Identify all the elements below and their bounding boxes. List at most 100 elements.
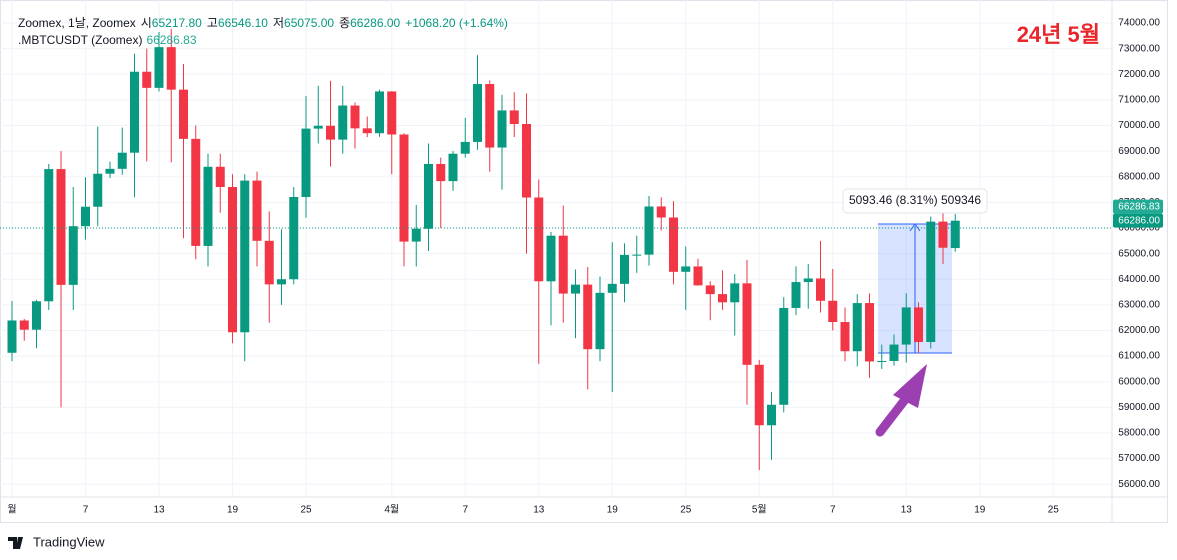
candle-body — [779, 307, 789, 405]
candle-body — [730, 283, 740, 303]
y-tick-label: 70000.00 — [1118, 120, 1160, 131]
candle-body — [889, 344, 899, 361]
candle-body — [154, 47, 164, 88]
header-part: 종 — [339, 16, 350, 30]
candle-body — [681, 266, 691, 272]
candle-body — [142, 71, 152, 88]
candle-body — [44, 169, 54, 302]
x-tick-label: 13 — [533, 505, 545, 516]
overlay-value: 66286.83 — [146, 33, 196, 47]
x-tick-label: 4월 — [384, 504, 399, 516]
y-tick-label: 66000.00 — [1118, 223, 1160, 234]
header: Zoomex, 1날, Zoomex 시65217.80 고66546.10 저650… — [18, 16, 508, 30]
candles — [7, 28, 960, 471]
candle-body — [926, 221, 936, 343]
candle-body — [644, 206, 654, 255]
price-badge — [1113, 199, 1163, 214]
candle-body — [240, 180, 250, 333]
candle-body — [754, 364, 764, 426]
header-part: 고 — [207, 16, 218, 30]
chart-frame — [0, 0, 1168, 523]
header-part: 저 — [273, 16, 284, 30]
candle-body — [497, 110, 507, 148]
candle-body — [289, 197, 299, 280]
candle-body — [81, 206, 90, 227]
candle-body — [705, 285, 715, 295]
candle-body — [473, 84, 482, 142]
candle-body — [387, 91, 397, 135]
header-part: 65217.80 — [152, 16, 202, 30]
candle-body — [816, 278, 825, 301]
candle-body — [840, 322, 850, 352]
candle-body — [534, 197, 544, 282]
y-tick-label: 64000.00 — [1118, 274, 1160, 285]
x-tick-label: 13 — [901, 505, 913, 516]
candle-body — [595, 292, 605, 350]
candle-body — [656, 206, 666, 218]
x-tick-label: 19 — [607, 505, 619, 516]
candle-body — [558, 235, 568, 294]
y-tick-label: 57000.00 — [1118, 453, 1160, 464]
x-tick-label: 25 — [1048, 505, 1060, 516]
candle-body — [620, 254, 629, 284]
candle-body — [742, 283, 752, 365]
candle-body — [375, 91, 384, 134]
candle-body — [301, 128, 311, 198]
header-part: 시 — [141, 16, 152, 30]
candle-body — [19, 320, 29, 330]
candle-body — [571, 284, 580, 294]
candle-body — [93, 173, 103, 207]
candle-body — [669, 217, 678, 272]
candle-body — [130, 71, 139, 153]
y-tick-label: 60000.00 — [1118, 376, 1160, 387]
candle-body — [901, 307, 911, 345]
pointer-arrow-head — [893, 364, 927, 408]
candle-body — [411, 228, 421, 242]
measure-label-box — [842, 188, 988, 214]
x-tick-label: 19 — [974, 505, 986, 516]
axes: 56000.00 57000.00 58000.00 59000.00 60000.00… — [7, 18, 1163, 516]
candle-body — [852, 303, 862, 352]
x-tick-label: 월 — [7, 504, 16, 516]
candle-body — [362, 128, 372, 134]
candle-body — [865, 303, 874, 362]
y-tick-label: 72000.00 — [1118, 69, 1160, 80]
overlay-name: .MBTCUSDT (Zoomex) — [18, 33, 142, 47]
header-part: 65075.00 — [284, 16, 334, 30]
y-tick-label: 62000.00 — [1118, 325, 1160, 336]
candle-body — [424, 163, 433, 229]
y-tick-label: 68000.00 — [1118, 171, 1160, 182]
candle-body — [767, 404, 776, 426]
x-tick-label: 25 — [300, 505, 312, 516]
candle-body — [399, 134, 409, 242]
y-tick-label: 61000.00 — [1118, 351, 1160, 362]
measure-arrow-head — [909, 223, 921, 232]
header-part: 66546.10 — [218, 16, 268, 30]
candle-body — [117, 152, 127, 169]
overlay-legend: .MBTCUSDT (Zoomex) 66286.83 — [18, 33, 197, 47]
x-tick-label: 13 — [153, 505, 165, 516]
y-tick-label: 69000.00 — [1118, 146, 1160, 157]
candle-body — [460, 141, 470, 154]
x-tick-label: 7 — [83, 505, 89, 516]
brand: TradingView — [8, 534, 105, 549]
x-tick-label: 7 — [462, 505, 468, 516]
candle-body — [546, 235, 556, 282]
candle-body — [522, 123, 531, 198]
header-part: Zoomex, 1날, Zoomex — [18, 16, 136, 30]
brand-logo — [8, 537, 23, 549]
candle-body — [938, 221, 948, 248]
candle-body — [436, 163, 446, 182]
candle-body — [264, 240, 274, 285]
candle-body — [718, 294, 727, 303]
candle-body — [607, 283, 617, 293]
candle-body — [215, 166, 225, 188]
candle-body — [950, 220, 960, 249]
x-tick-label: 19 — [227, 505, 239, 516]
candle-body — [228, 187, 237, 333]
x-tick-label: 7 — [830, 505, 836, 516]
candle-body — [877, 360, 887, 362]
candle-body — [350, 105, 360, 129]
candle-body — [277, 279, 286, 285]
